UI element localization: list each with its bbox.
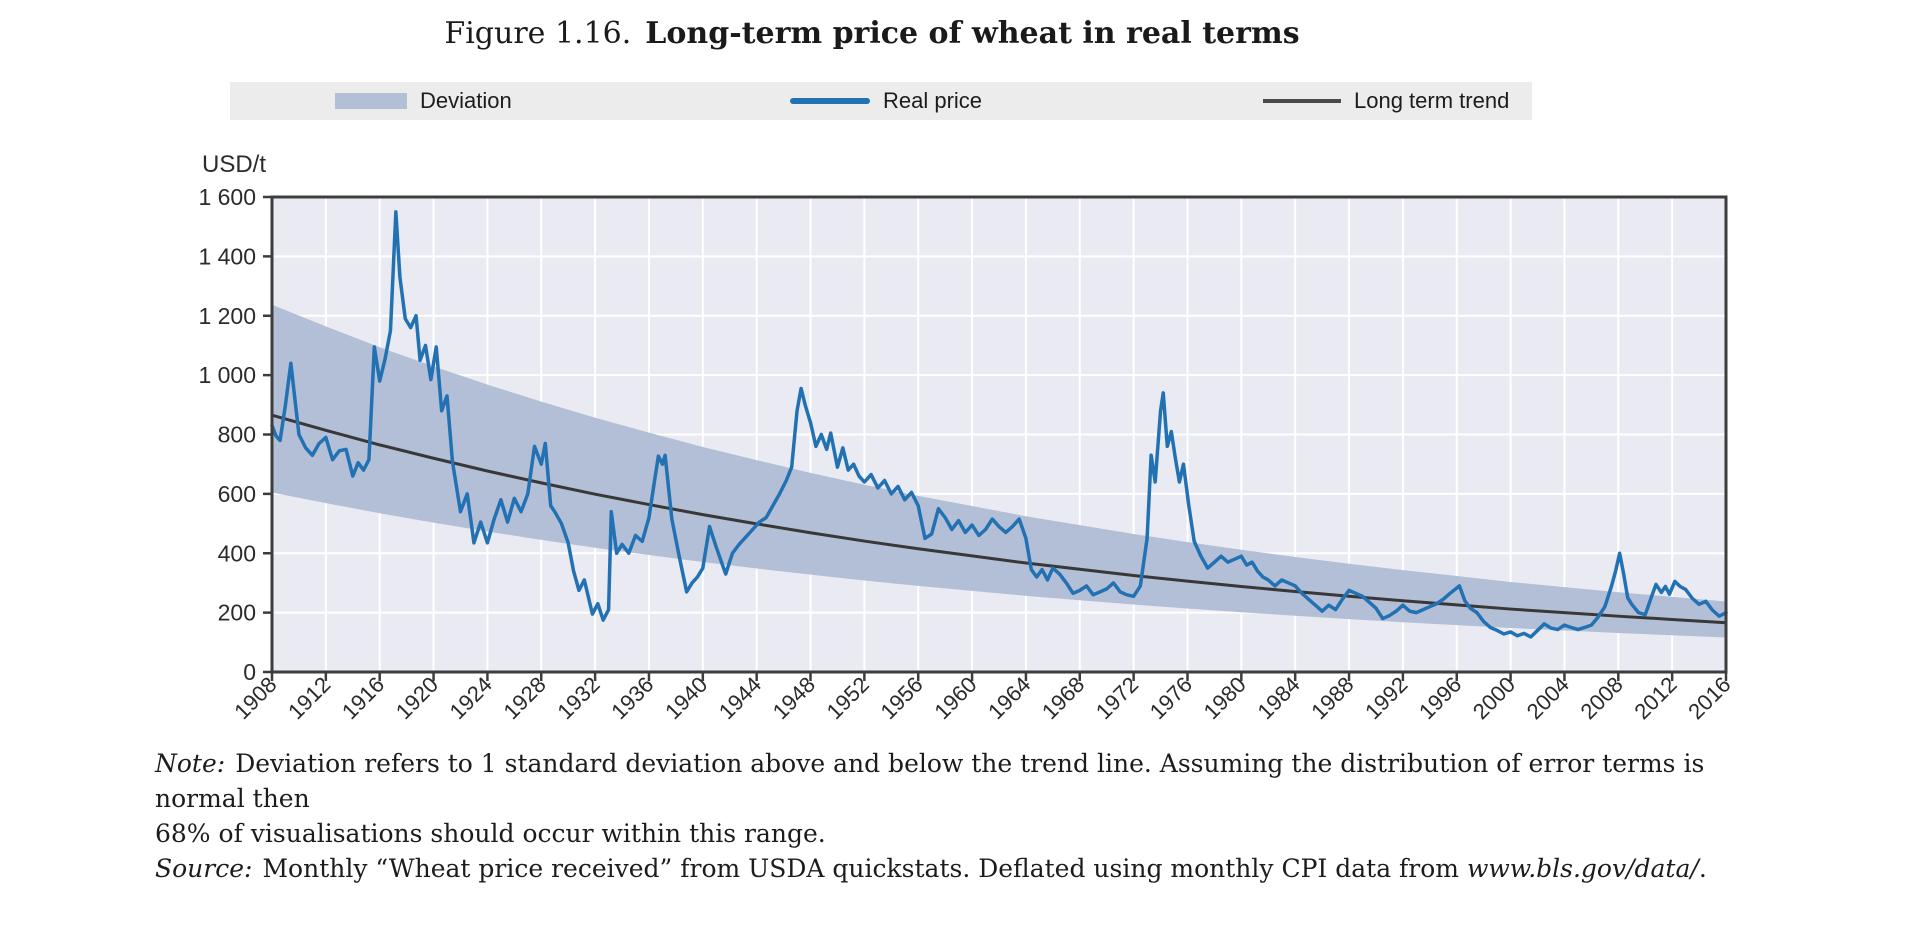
x-axis-tick-label: 1972 <box>1091 672 1143 724</box>
y-axis-tick-label: 200 <box>218 600 256 626</box>
x-axis-tick-label: 1932 <box>552 672 604 724</box>
note-line-1: Note: Deviation refers to 1 standard devi… <box>155 746 1800 816</box>
x-axis-tick-label: 1936 <box>606 672 658 724</box>
trend-line-swatch-icon <box>1263 99 1341 103</box>
long-term-trend-line <box>271 413 1727 625</box>
y-axis-tick-label: 0 <box>243 659 256 685</box>
x-axis-tick-label: 2008 <box>1576 672 1628 724</box>
x-axis-tick-label: 1980 <box>1199 672 1251 724</box>
legend-label-real-price: Real price <box>883 88 983 113</box>
real-price-line <box>270 210 1728 639</box>
figure-number: Figure 1.16. <box>444 16 632 51</box>
x-axis-tick-label: 1940 <box>660 672 712 724</box>
x-axis-tick-label: 1948 <box>768 672 820 724</box>
y-axis-tick-label: 800 <box>218 422 256 448</box>
y-axis-tick-label: 1 600 <box>198 184 256 210</box>
y-axis-tick-label: 400 <box>218 540 256 566</box>
x-axis-tick-label: 1928 <box>499 672 551 724</box>
x-axis-tick-label: 1996 <box>1414 672 1466 724</box>
y-axis-tick-label: 1 400 <box>198 243 256 269</box>
x-axis-tick-label: 1952 <box>822 672 874 724</box>
x-axis-tick-label: 2000 <box>1468 672 1520 724</box>
real-price-line-swatch-icon <box>790 98 870 104</box>
x-axis-tick-label: 1956 <box>875 672 927 724</box>
x-axis-tick-label: 1944 <box>714 672 766 724</box>
source-url: www.bls.gov/data/ <box>1466 854 1699 883</box>
deviation-band <box>272 304 1726 638</box>
legend-item-real-price: Real price <box>790 82 982 120</box>
x-axis-tick-label: 1976 <box>1145 672 1197 724</box>
figure-title: Figure 1.16. Long-term price of wheat in … <box>0 16 1744 51</box>
figure-name: Long-term price of wheat in real terms <box>645 16 1300 51</box>
x-axis-tick-label: 1960 <box>929 672 981 724</box>
y-axis-unit-label: USD/t <box>202 151 266 178</box>
legend-label-long-term-trend: Long term trend <box>1354 88 1510 113</box>
y-axis-tick-label: 1 200 <box>198 303 256 329</box>
source-line: Source: Monthly “Wheat price received” fr… <box>155 851 1800 886</box>
source-text: Monthly “Wheat price received” from USDA… <box>262 854 1467 883</box>
x-axis-tick-label: 1964 <box>983 672 1035 724</box>
x-axis-tick-label: 1912 <box>283 672 335 724</box>
x-axis-tick-label: 1920 <box>391 672 443 724</box>
deviation-band-swatch-icon <box>335 93 407 109</box>
x-axis-tick-label: 1924 <box>445 672 497 724</box>
y-axis-tick-label: 600 <box>218 481 256 507</box>
x-axis-tick-label: 2016 <box>1683 672 1735 724</box>
note-line-2: 68% of visualisations should occur withi… <box>155 816 1800 851</box>
x-axis-tick-label: 1968 <box>1037 672 1089 724</box>
legend-item-long-term-trend: Long term trend <box>1263 82 1509 120</box>
legend-label-deviation: Deviation <box>420 88 512 113</box>
source-period: . <box>1698 854 1707 883</box>
x-axis-tick-label: 1916 <box>337 672 389 724</box>
x-axis-tick-label: 2012 <box>1629 672 1681 724</box>
note-label: Note: <box>155 749 226 778</box>
chart-legend: Deviation Real price Long term trend <box>230 82 1532 120</box>
legend-item-deviation: Deviation <box>335 82 512 120</box>
x-axis-tick-label: 1908 <box>229 672 281 724</box>
x-axis-tick-label: 1984 <box>1252 672 1304 724</box>
note-text-2: 68% of visualisations should occur withi… <box>155 819 826 848</box>
x-axis-tick-label: 1988 <box>1306 672 1358 724</box>
x-axis-tick-label: 2004 <box>1522 672 1574 724</box>
x-axis-tick-label: 1992 <box>1360 672 1412 724</box>
source-label: Source: <box>155 854 253 883</box>
note-text-1: Deviation refers to 1 standard deviation… <box>155 749 1705 813</box>
y-axis-tick-label: 1 000 <box>198 362 256 388</box>
figure-notes: Note: Deviation refers to 1 standard devi… <box>155 746 1800 886</box>
